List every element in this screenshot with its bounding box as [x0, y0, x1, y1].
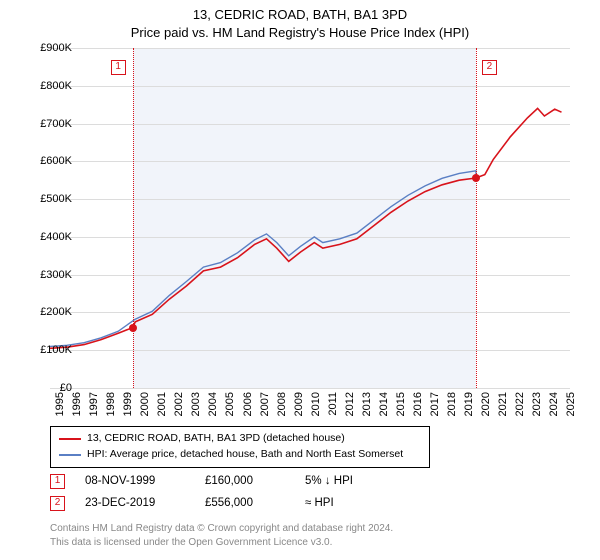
x-tick-label: 2010: [310, 392, 322, 416]
y-tick-label: £200K: [28, 306, 72, 318]
title-line-1: 13, CEDRIC ROAD, BATH, BA1 3PD: [0, 6, 600, 24]
x-tick-label: 1999: [122, 392, 134, 416]
annotation-price-1: £556,000: [205, 497, 285, 509]
x-tick-label: 2012: [344, 392, 356, 416]
x-tick-label: 2018: [446, 392, 458, 416]
annotation-price-0: £160,000: [205, 475, 285, 487]
x-tick-label: 1998: [105, 392, 117, 416]
legend-swatch-1: [59, 454, 81, 456]
x-tick-label: 2024: [548, 392, 560, 416]
x-tick-label: 2007: [259, 392, 271, 416]
annotation-box-0: 1: [50, 474, 65, 489]
annotation-row-1: 2 23-DEC-2019 £556,000 ≈ HPI: [50, 492, 570, 514]
x-tick-label: 2002: [173, 392, 185, 416]
annotation-box-1: 2: [50, 496, 65, 511]
x-tick-label: 2025: [565, 392, 577, 416]
annotation-rel-1: ≈ HPI: [305, 497, 385, 509]
annotation-row-0: 1 08-NOV-1999 £160,000 5% ↓ HPI: [50, 470, 570, 492]
x-tick-label: 2005: [224, 392, 236, 416]
line-series-svg: [50, 48, 570, 388]
x-tick-label: 2021: [497, 392, 509, 416]
annotation-block: 1 08-NOV-1999 £160,000 5% ↓ HPI 2 23-DEC…: [50, 470, 570, 514]
y-tick-label: £600K: [28, 155, 72, 167]
y-tick-label: £700K: [28, 118, 72, 130]
legend-label-0: 13, CEDRIC ROAD, BATH, BA1 3PD (detached…: [87, 431, 345, 447]
footer: Contains HM Land Registry data © Crown c…: [50, 522, 393, 549]
sale-dot: [472, 174, 480, 182]
x-tick-label: 1996: [71, 392, 83, 416]
chart-marker-box: 2: [482, 60, 497, 75]
x-tick-label: 2008: [276, 392, 288, 416]
x-tick-label: 2009: [293, 392, 305, 416]
chart-marker-box: 1: [111, 60, 126, 75]
x-tick-label: 2013: [361, 392, 373, 416]
legend: 13, CEDRIC ROAD, BATH, BA1 3PD (detached…: [50, 426, 430, 468]
x-tick-label: 1995: [54, 392, 66, 416]
y-tick-label: £0: [28, 382, 72, 394]
x-tick-label: 2003: [190, 392, 202, 416]
annotation-date-0: 08-NOV-1999: [85, 475, 185, 487]
x-tick-label: 2000: [139, 392, 151, 416]
y-tick-label: £300K: [28, 269, 72, 281]
legend-item-0: 13, CEDRIC ROAD, BATH, BA1 3PD (detached…: [59, 431, 421, 447]
footer-line-1: Contains HM Land Registry data © Crown c…: [50, 522, 393, 536]
x-tick-label: 2001: [156, 392, 168, 416]
x-tick-label: 2017: [429, 392, 441, 416]
x-tick-label: 2020: [480, 392, 492, 416]
x-tick-label: 2019: [463, 392, 475, 416]
y-tick-label: £800K: [28, 80, 72, 92]
y-tick-label: £400K: [28, 231, 72, 243]
sale-dot: [129, 324, 137, 332]
x-tick-label: 2015: [395, 392, 407, 416]
legend-item-1: HPI: Average price, detached house, Bath…: [59, 447, 421, 463]
x-tick-label: 2006: [242, 392, 254, 416]
x-tick-label: 2022: [514, 392, 526, 416]
x-tick-label: 2016: [412, 392, 424, 416]
x-tick-label: 2011: [327, 392, 339, 416]
chart-area: 12 1995199619971998199920002001200220032…: [50, 48, 570, 388]
y-tick-label: £500K: [28, 193, 72, 205]
legend-label-1: HPI: Average price, detached house, Bath…: [87, 447, 403, 463]
legend-swatch-0: [59, 438, 81, 440]
y-tick-label: £900K: [28, 42, 72, 54]
title-line-2: Price paid vs. HM Land Registry's House …: [0, 24, 600, 42]
title-block: 13, CEDRIC ROAD, BATH, BA1 3PD Price pai…: [0, 0, 600, 42]
x-tick-label: 2023: [531, 392, 543, 416]
annotation-rel-0: 5% ↓ HPI: [305, 475, 385, 487]
footer-line-2: This data is licensed under the Open Gov…: [50, 536, 393, 550]
x-tick-label: 2004: [207, 392, 219, 416]
x-tick-label: 1997: [88, 392, 100, 416]
annotation-date-1: 23-DEC-2019: [85, 497, 185, 509]
x-tick-label: 2014: [378, 392, 390, 416]
y-tick-label: £100K: [28, 344, 72, 356]
